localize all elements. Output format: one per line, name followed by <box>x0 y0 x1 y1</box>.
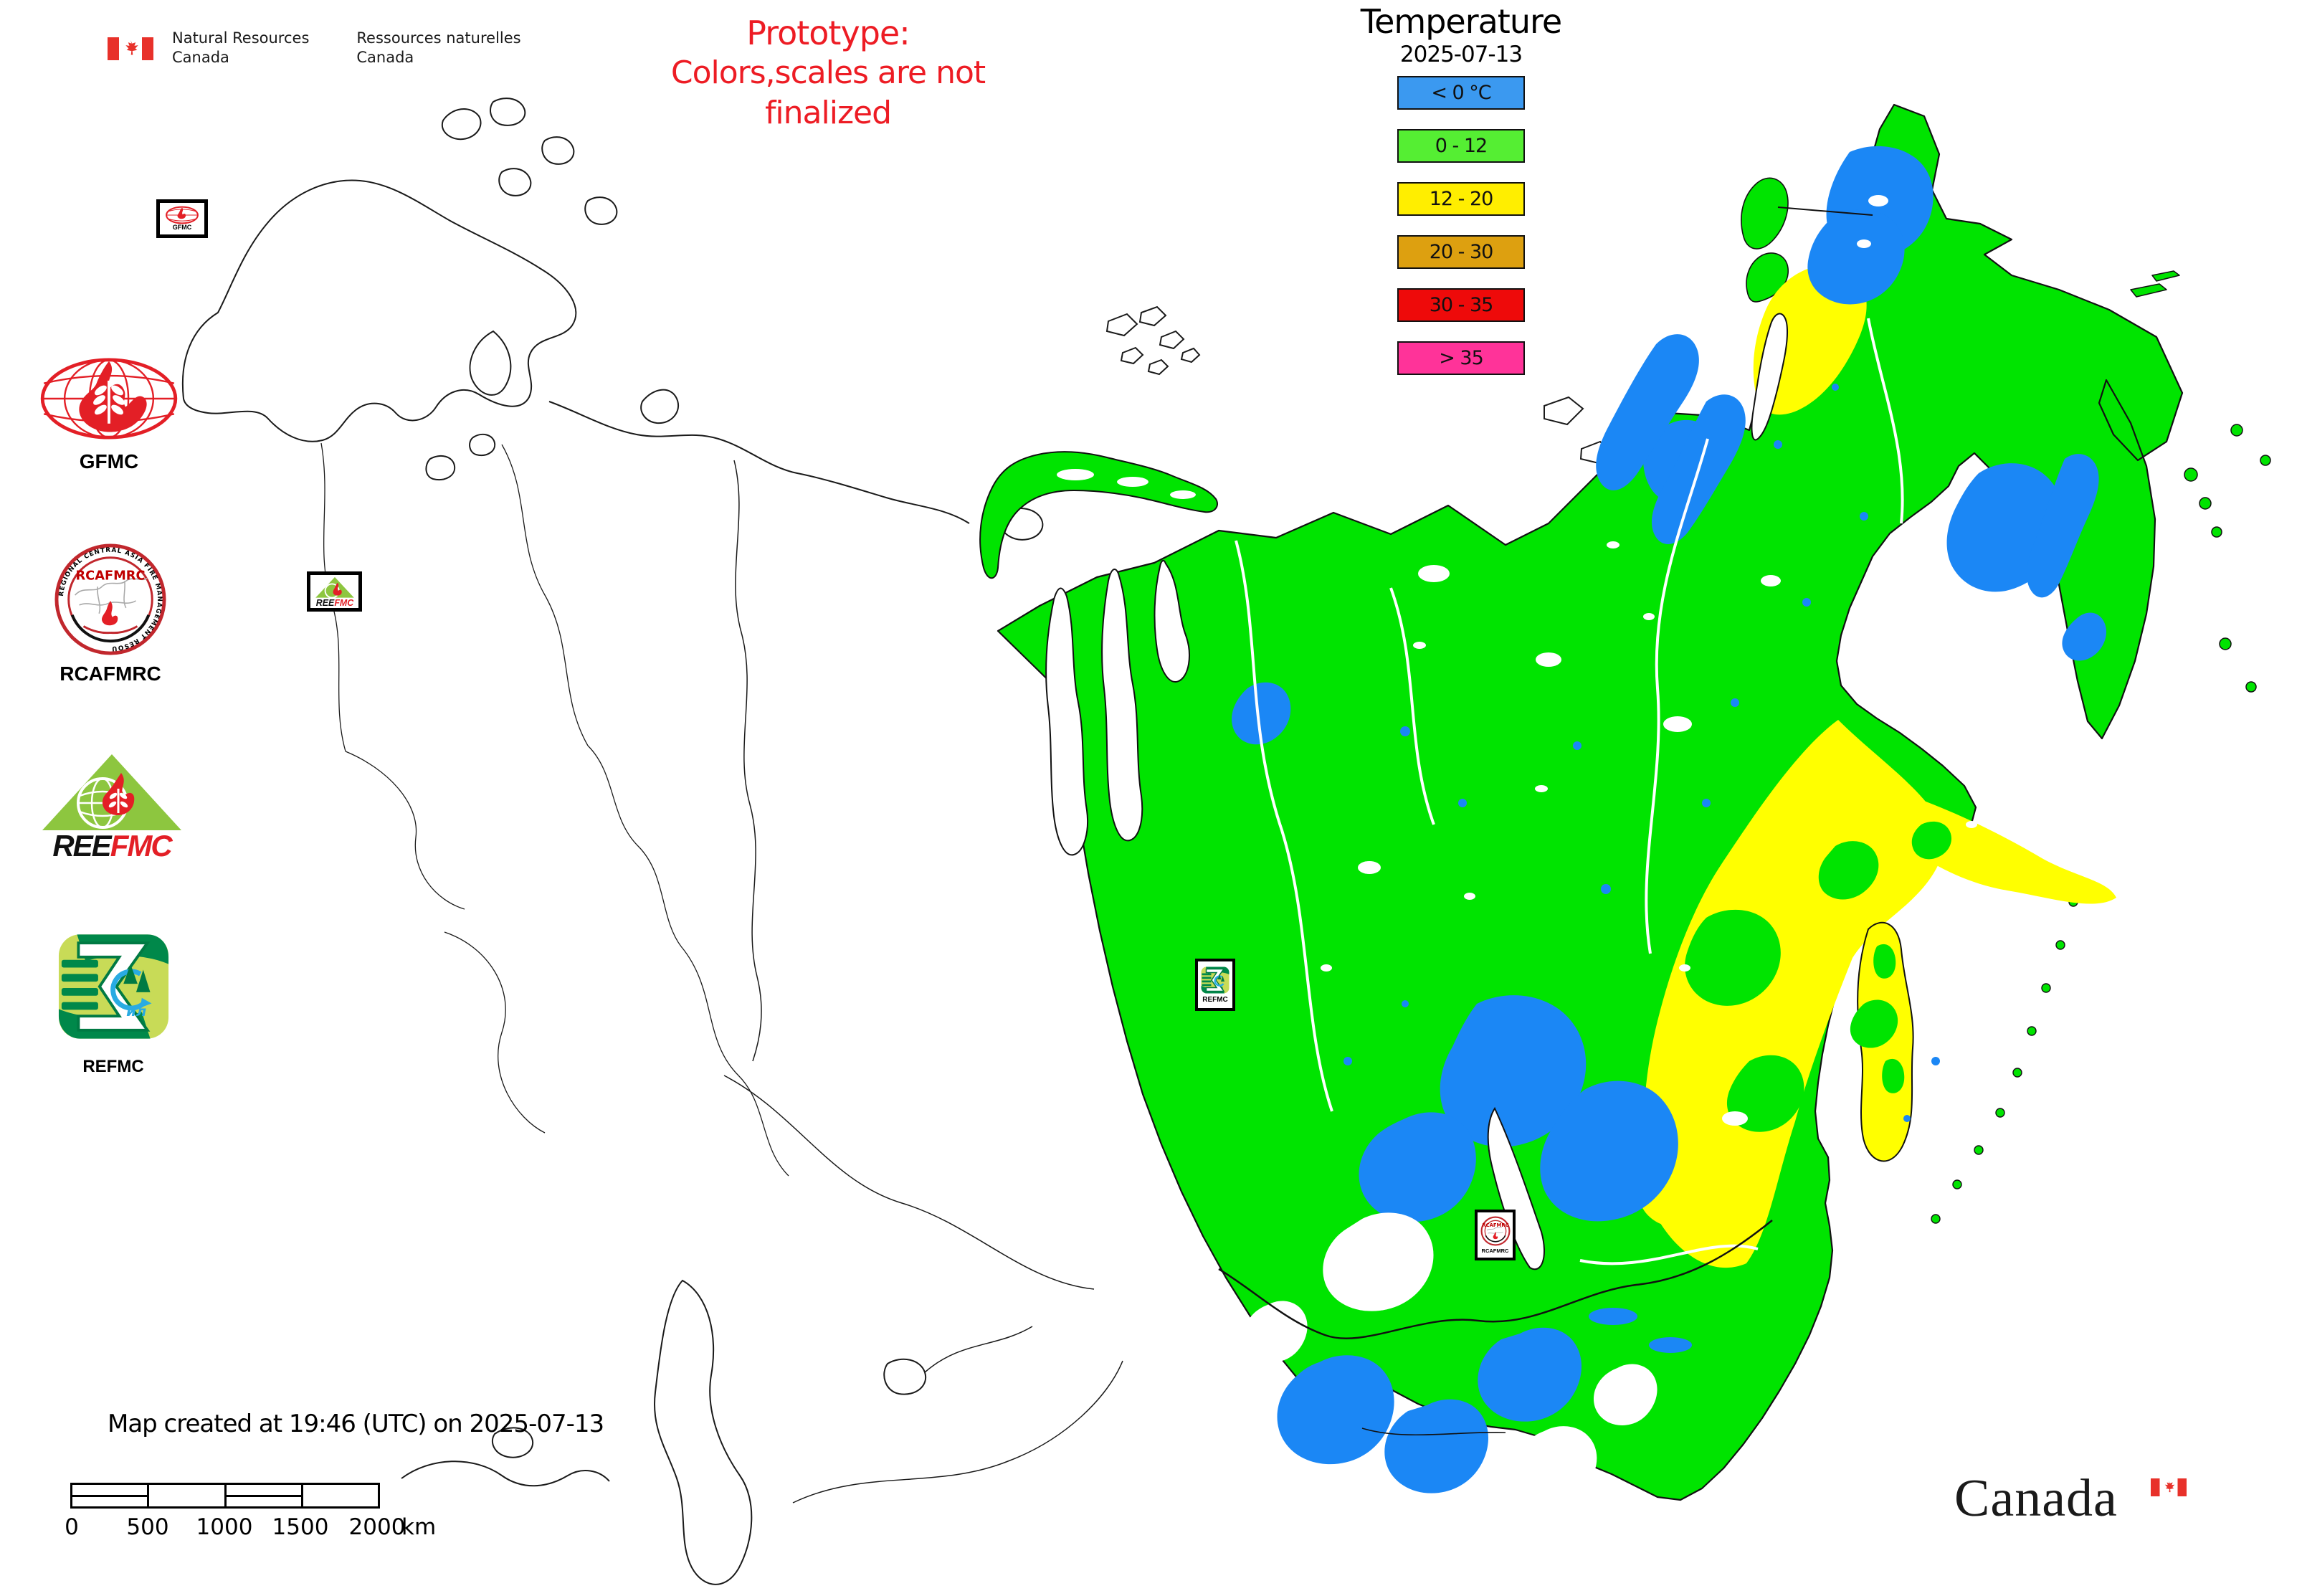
legend-swatches: < 0 °C 0 - 12 12 - 20 20 - 30 30 - 35 > … <box>1333 76 1589 375</box>
scale-tick-1500: 1500 <box>272 1514 329 1540</box>
map-created-text: Map created at 19:46 (UTC) on 2025-07-13 <box>108 1410 604 1438</box>
legend-date: 2025-07-13 <box>1399 42 1523 67</box>
reefmc-wordmark: REEFMC <box>52 829 173 859</box>
scale-bar-labels: 0 500 1000 1500 2000 km <box>0 1514 502 1543</box>
scale-tick-0: 0 <box>65 1514 79 1540</box>
svg-text:REEFMC: REEFMC <box>315 598 353 607</box>
reefmc-logo-icon: REEFMC <box>42 754 181 863</box>
rcafmrc-inner-text: RCAFMRC <box>76 569 146 583</box>
refmc-marker-label: REFMC <box>1202 995 1228 1004</box>
refmc-marker-icon <box>1201 966 1230 994</box>
canada-wordmark-flag-icon <box>2151 1478 2187 1496</box>
gulf-cutouts <box>1045 313 1789 1270</box>
legend-swatch-above-35: > 35 <box>1397 341 1525 375</box>
reefmc-marker-icon: REEFMC <box>315 576 354 607</box>
gfmc-logo-label: GFMC <box>79 450 139 472</box>
prototype-notice: Prototype: Colors,scales are not finaliz… <box>627 13 1029 133</box>
legend-swatch-below-0: < 0 °C <box>1397 76 1525 110</box>
svg-text:RCAFMRC: RCAFMRC <box>1482 1222 1508 1228</box>
signature-fr-line2: Canada <box>356 49 414 66</box>
scale-bar-segment <box>226 1485 303 1506</box>
signature-english: Natural Resources Canada <box>172 29 309 67</box>
canada-flag-icon <box>108 37 153 60</box>
gfmc-logo-icon <box>40 358 178 440</box>
signature-en-line2: Canada <box>172 49 229 66</box>
temperature-mild-layer <box>997 103 2271 1501</box>
rcafmrc-logo-icon: REGIONAL CENTRAL ASIA FIRE MANAGEMENT RE… <box>51 538 166 655</box>
scale-tick-500: 500 <box>126 1514 169 1540</box>
refmc-map-marker: REFMC <box>1195 959 1235 1011</box>
nrcan-signature: Natural Resources Canada Ressources natu… <box>108 29 521 67</box>
signature-french: Ressources naturelles Canada <box>356 29 520 67</box>
refmc-logo-icon: ил <box>58 934 168 1039</box>
rcafmrc-logo-label: RCAFMRC <box>60 662 161 685</box>
nodata-mottle-layer <box>1243 195 1977 1501</box>
scale-bar-segment <box>72 1485 150 1506</box>
prototype-notice-line2: Colors,scales are not finalized <box>670 54 986 131</box>
gfmc-logo-block: GFMC <box>37 357 181 473</box>
border-lines <box>1218 206 1873 1436</box>
gfmc-marker-icon <box>166 206 199 224</box>
reefmc-map-marker: REEFMC <box>307 571 362 612</box>
scale-tick-2000: 2000 <box>348 1514 406 1540</box>
legend-swatch-0-12: 0 - 12 <box>1397 129 1525 163</box>
legend-swatch-12-20: 12 - 20 <box>1397 182 1525 216</box>
temperature-legend: Temperature 2025-07-13 < 0 °C 0 - 12 12 … <box>1333 3 1589 394</box>
scale-bar-segment <box>149 1485 227 1506</box>
rcafmrc-marker-icon: RCAFMRC <box>1480 1216 1510 1246</box>
novaya-zemlya <box>979 451 1218 579</box>
signature-en-line1: Natural Resources <box>172 29 310 47</box>
refmc-logo-block: ил REFMC <box>56 932 171 1077</box>
legend-title: Temperature <box>1360 2 1562 41</box>
scale-tick-1000: 1000 <box>196 1514 253 1540</box>
scale-bar <box>70 1483 380 1509</box>
gfmc-map-marker: GFMC <box>156 199 208 238</box>
scale-unit: km <box>401 1514 437 1540</box>
prototype-notice-line1: Prototype: <box>746 14 910 52</box>
reefmc-logo-block: REEFMC <box>36 751 188 863</box>
gfmc-marker-label: GFMC <box>172 224 192 232</box>
signature-fr-line1: Ressources naturelles <box>356 29 521 47</box>
canada-wordmark: Canada <box>1954 1469 2118 1528</box>
mild-patches-in-warm <box>1685 821 1951 1132</box>
scale-bar-segment <box>303 1485 378 1506</box>
legend-swatch-30-35: 30 - 35 <box>1397 288 1525 322</box>
refmc-inner-text: ил <box>126 1003 146 1020</box>
rcafmrc-marker-label: RCAFMRC <box>1481 1248 1509 1255</box>
refmc-logo-label: REFMC <box>82 1057 144 1076</box>
rcafmrc-map-marker: RCAFMRC RCAFMRC <box>1475 1210 1516 1260</box>
legend-swatch-20-30: 20 - 30 <box>1397 235 1525 269</box>
rcafmrc-logo-block: REGIONAL CENTRAL ASIA FIRE MANAGEMENT RE… <box>51 538 168 685</box>
